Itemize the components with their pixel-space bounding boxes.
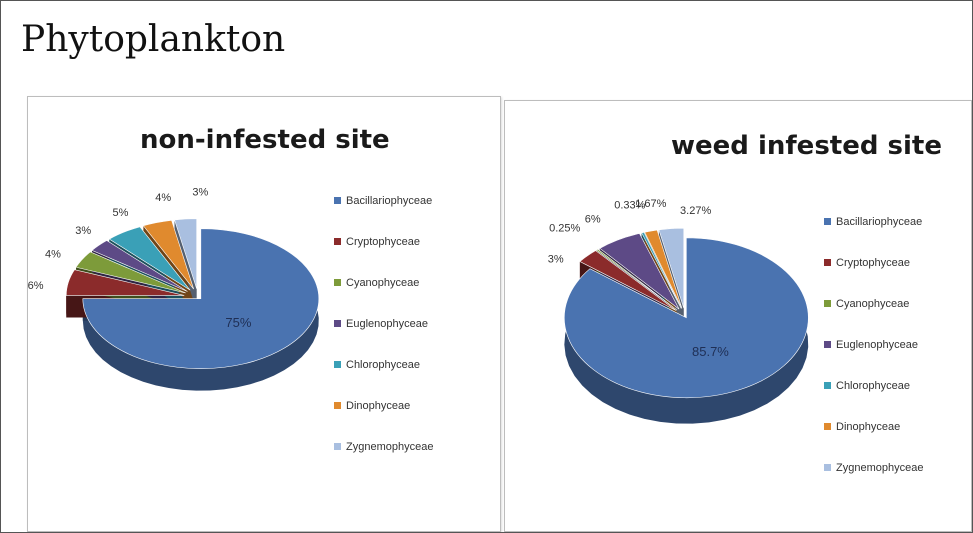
chart-panel-non-infested: 75% 6% 4% 3% 5% 4% 3% non-infested site Bacill… (27, 96, 501, 532)
pie-slice-cyanophyceae (75, 251, 186, 294)
legend-swatch (824, 341, 831, 348)
data-label-cryptophyceae: 6% (28, 280, 44, 292)
legend-swatch (334, 402, 341, 409)
data-label-cyanophyceae: 4% (45, 249, 61, 261)
pie-slice-cryptophyceae (65, 269, 185, 296)
legend-item-dinophyceae: Dinophyceae (334, 385, 433, 426)
legend-label: Euglenophyceae (346, 317, 428, 330)
legend-swatch (334, 197, 341, 204)
legend-swatch (334, 238, 341, 245)
legend-item-bacillariophyceae: Bacillariophyceae (334, 180, 433, 221)
data-label-dinophyceae: 4% (155, 192, 171, 204)
legend-item-chlorophyceae: Chlorophyceae (334, 344, 433, 385)
pie-slice-zygnemophyceae (174, 218, 197, 289)
legend-label: Zygnemophyceae (836, 461, 924, 474)
pie-slice-euglenophyceae (599, 233, 680, 310)
legend-swatch (334, 443, 341, 450)
data-label-chlorophyceae: 5% (113, 207, 129, 219)
pie-slice-chlorophyceae (108, 226, 191, 291)
legend-label: Chlorophyceae (836, 379, 910, 392)
legend-swatch (334, 320, 341, 327)
data-label-chlorophyceae: 0.33% (614, 200, 645, 212)
pie-slice-cryptophyceae (579, 250, 677, 311)
data-label-bacillariophyceae: 75% (225, 315, 251, 330)
data-label-zygnemophyceae: 3.27% (680, 205, 711, 217)
chart-panel-weed-infested: 85.7% 3% 0.25% 6% 0.33% 1.67% 3.27% weed infes… (504, 100, 972, 532)
legend-item-zygnemophyceae: Zygnemophyceae (334, 426, 433, 467)
legend-item-bacillariophyceae: Bacillariophyceae (824, 201, 923, 242)
legend-swatch (824, 218, 831, 225)
legend-item-zygnemophyceae: Zygnemophyceae (824, 447, 923, 488)
legend-label: Dinophyceae (346, 399, 411, 412)
legend-swatch (824, 382, 831, 389)
data-label-bacillariophyceae: 85.7% (692, 344, 729, 359)
page-title: Phytoplankton (21, 19, 286, 60)
legend-swatch (824, 423, 831, 430)
legend-item-euglenophyceae: Euglenophyceae (334, 303, 433, 344)
legend-item-euglenophyceae: Euglenophyceae (824, 324, 923, 365)
pie-slice-chlorophyceae (641, 231, 682, 309)
pie-slice-dinophyceae (644, 229, 683, 309)
pie-slice-bacillariophyceae (564, 237, 809, 399)
legend-label: Cryptophyceae (346, 235, 420, 248)
data-label-dinophyceae: 1.67% (635, 198, 666, 210)
legend-item-cryptophyceae: Cryptophyceae (334, 221, 433, 262)
legend-item-chlorophyceae: Chlorophyceae (824, 365, 923, 406)
pie-slice-euglenophyceae (91, 240, 188, 292)
legend-label: Chlorophyceae (346, 358, 420, 371)
chart-title: non-infested site (140, 125, 390, 155)
legend-label: Zygnemophyceae (346, 440, 434, 453)
legend-swatch (334, 361, 341, 368)
legend-item-cryptophyceae: Cryptophyceae (824, 242, 923, 283)
legend-label: Cyanophyceae (346, 276, 420, 289)
legend-label: Bacillariophyceae (346, 194, 433, 207)
pie-slice-dinophyceae (142, 220, 194, 290)
legend-label: Bacillariophyceae (836, 215, 923, 228)
data-label-euglenophyceae: 6% (585, 214, 601, 226)
legend-label: Euglenophyceae (836, 338, 918, 351)
data-label-cyanophyceae: 0.25% (549, 223, 580, 235)
legend-swatch (334, 279, 341, 286)
legend-swatch (824, 300, 831, 307)
chart-legend: Bacillariophyceae Cryptophyceae Cyanophyce… (334, 180, 433, 467)
pie-chart-weed-infested: 85.7% 3% 0.25% 6% 0.33%1.67% 3.27% (548, 198, 809, 424)
legend-label: Cryptophyceae (836, 256, 910, 269)
legend-item-cyanophyceae: Cyanophyceae (334, 262, 433, 303)
data-label-cryptophyceae: 3% (548, 254, 564, 266)
legend-item-cyanophyceae: Cyanophyceae (824, 283, 923, 324)
pie-slice-bacillariophyceae (82, 228, 320, 369)
pie-chart-non-infested: 75% 6% 4% 3% 5% 4% 3% (28, 186, 320, 391)
legend-swatch (824, 464, 831, 471)
legend-swatch (824, 259, 831, 266)
chart-legend: Bacillariophyceae Cryptophyceae Cyanophyce… (824, 201, 923, 488)
chart-title: weed infested site (671, 131, 942, 161)
legend-label: Dinophyceae (836, 420, 901, 433)
data-label-euglenophyceae: 3% (75, 225, 91, 237)
legend-label: Cyanophyceae (836, 297, 910, 310)
data-label-zygnemophyceae: 3% (192, 186, 208, 198)
legend-item-dinophyceae: Dinophyceae (824, 406, 923, 447)
pie-slice-zygnemophyceae (658, 227, 685, 309)
pie-slice-cyanophyceae (595, 248, 678, 311)
